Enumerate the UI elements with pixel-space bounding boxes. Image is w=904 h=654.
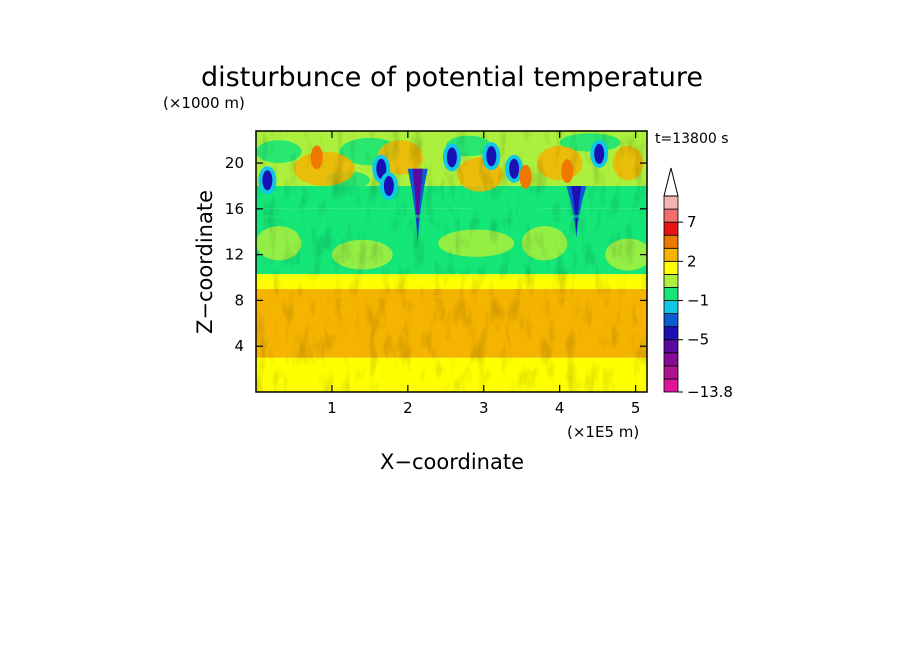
colorbar-swatch — [663, 287, 679, 301]
colorbar-swatch — [663, 326, 679, 341]
cold-cell — [446, 147, 457, 168]
x-tick-label: 3 — [479, 399, 489, 417]
y-unit-label: (×1000 m) — [163, 94, 245, 112]
colorbar-extend-arrow — [663, 167, 679, 197]
heatmap-field — [256, 131, 647, 392]
y-axis-title: Z−coordinate — [193, 190, 217, 334]
cold-cell — [376, 158, 387, 179]
trough-core — [412, 168, 423, 240]
x-axis: 1 2 3 4 5 — [327, 131, 640, 417]
cold-cell — [509, 158, 520, 179]
y-tick-label: 8 — [234, 291, 244, 309]
plot-frame — [255, 130, 648, 393]
x-axis-title: X−coordinate — [380, 450, 524, 474]
cold-cell — [594, 143, 605, 164]
colorbar-swatch — [663, 339, 679, 354]
colorbar-swatch — [663, 300, 679, 314]
cool-band — [256, 214, 647, 218]
y-tick-label: 12 — [225, 246, 244, 264]
colorbar-swatch — [663, 260, 679, 275]
colorbar-swatch — [663, 378, 679, 393]
colorbar-label: 7 — [687, 213, 697, 231]
colorbar-label: 2 — [687, 252, 697, 270]
warm-cell — [310, 145, 323, 170]
colorbar-label: −13.8 — [687, 383, 733, 401]
chart-title: disturbunce of potential temperature — [201, 62, 703, 93]
field-texture — [256, 131, 647, 392]
time-label: t=13800 s — [655, 131, 729, 147]
x-unit-label: (×1E5 m) — [567, 423, 639, 441]
colorbar-swatch — [663, 221, 679, 236]
cold-cell — [486, 146, 497, 167]
x-tick-label: 5 — [631, 399, 641, 417]
warm-cell — [561, 159, 574, 184]
colorbar-swatch — [663, 234, 679, 249]
colorbar-swatch — [663, 365, 679, 380]
warm-cell — [519, 164, 532, 189]
colorbar-swatch — [663, 313, 679, 328]
colorbar-swatch — [663, 352, 679, 367]
x-tick-label: 1 — [327, 399, 337, 417]
y-axis: 4 8 12 16 20 — [225, 154, 647, 355]
y-tick-label: 4 — [234, 337, 244, 355]
y-tick-label: 20 — [225, 154, 244, 172]
colorbar-label: −5 — [687, 331, 709, 349]
colorbar-swatch — [663, 247, 679, 262]
cold-cell — [383, 175, 394, 196]
x-tick-label: 4 — [555, 399, 565, 417]
colorbar-swatch — [663, 208, 679, 223]
colorbar-label: −1 — [687, 292, 709, 310]
colorbar: 7 2 −1 −5 −13.8 — [663, 167, 733, 401]
colorbar-swatch — [663, 195, 679, 210]
trough-core — [571, 185, 582, 234]
warm-band — [256, 294, 647, 298]
x-tick-label: 2 — [403, 399, 413, 417]
colorbar-swatch — [663, 273, 679, 288]
y-tick-label: 16 — [225, 200, 244, 218]
cold-cell — [262, 170, 273, 191]
